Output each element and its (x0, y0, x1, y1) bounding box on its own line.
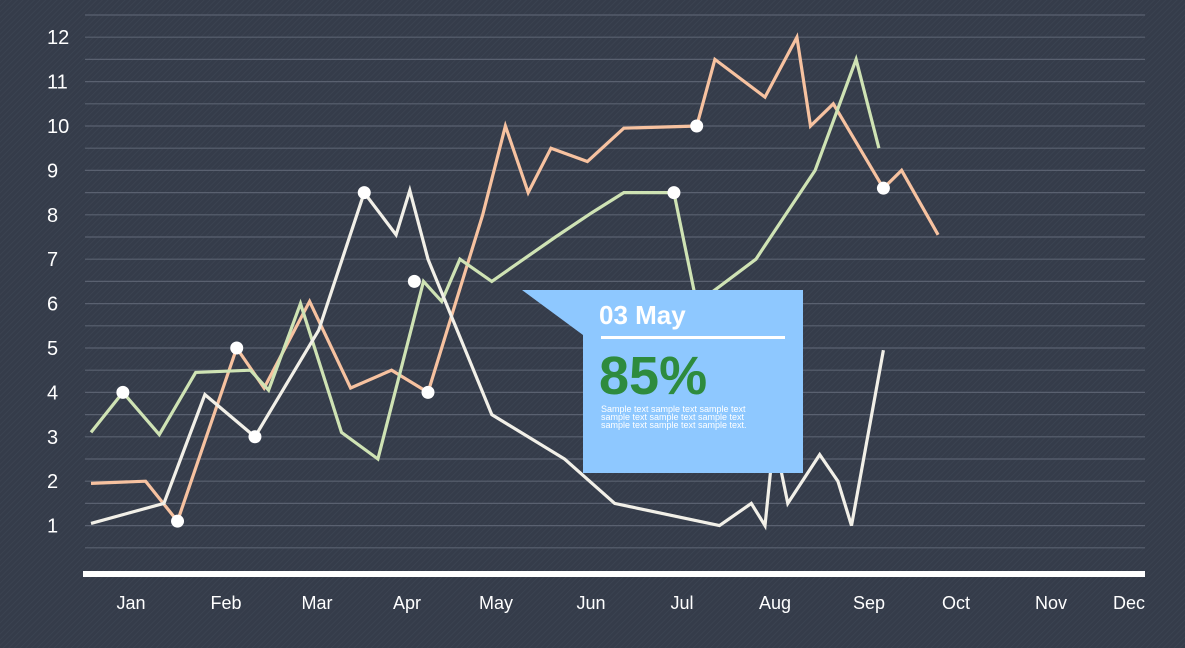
tooltip-card: 03 May 85% Sample text sample text sampl… (583, 290, 803, 473)
tooltip-pointer (522, 290, 583, 335)
x-tick-label: Jun (576, 593, 605, 613)
y-tick-label: 8 (47, 205, 58, 227)
x-tick-label: Jul (670, 593, 693, 613)
y-tick-label: 1 (47, 516, 58, 538)
series-line-3 (90, 184, 885, 531)
y-tick-label: 7 (47, 249, 58, 271)
x-tick-label: Oct (942, 593, 970, 613)
series-markers (116, 119, 890, 528)
data-point-marker (171, 514, 185, 528)
y-tick-label: 3 (47, 427, 58, 449)
x-tick-label: Jan (116, 593, 145, 613)
data-point-marker (116, 385, 130, 399)
x-axis-line (83, 571, 1145, 577)
tooltip-date: 03 May (599, 300, 686, 330)
y-tick-label: 6 (47, 294, 58, 316)
tooltip-value: 85% (599, 346, 708, 406)
series-line-2 (89, 54, 881, 462)
x-tick-label: Apr (393, 593, 421, 613)
y-tick-label: 11 (47, 72, 68, 94)
y-tick-label: 10 (47, 116, 69, 138)
y-tick-label: 4 (47, 382, 58, 404)
x-tick-label: Feb (210, 593, 241, 613)
y-tick-label: 2 (47, 471, 58, 493)
data-point-marker (230, 341, 244, 355)
x-tick-label: Dec (1113, 593, 1145, 613)
data-point-marker (421, 385, 435, 399)
data-point-marker (407, 274, 421, 288)
data-point-marker (667, 186, 681, 200)
series-lines (89, 32, 940, 531)
y-tick-label: 5 (47, 338, 58, 360)
x-tick-label: Nov (1035, 593, 1067, 613)
x-tick-label: Aug (759, 593, 791, 613)
data-point-marker (248, 430, 262, 444)
x-tick-label: Mar (302, 593, 333, 613)
x-axis-ticks: Jan Feb Mar Apr May Jun Jul Aug Sep Oct Nov Dec (116, 593, 1145, 613)
data-point-marker (690, 119, 704, 133)
x-tick-label: May (479, 593, 513, 613)
tooltip-text: Sample text sample text sample text samp… (601, 404, 747, 430)
x-tick-label: Sep (853, 593, 885, 613)
y-tick-label: 12 (47, 27, 69, 49)
data-point-marker (357, 186, 371, 200)
y-tick-label: 9 (47, 160, 58, 182)
tooltip-divider (601, 336, 785, 339)
data-point-marker (876, 181, 890, 195)
